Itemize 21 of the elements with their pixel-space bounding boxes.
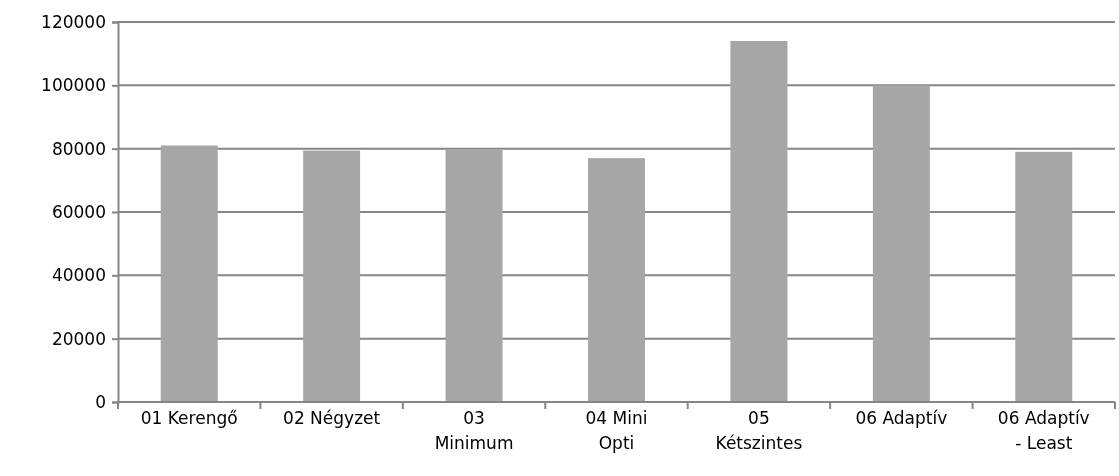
y-tick-label: 20000 (51, 328, 106, 349)
bar (445, 149, 503, 402)
bar (1015, 151, 1073, 402)
x-tick-label: 05 Kétszintes (715, 408, 803, 453)
bar (872, 85, 930, 402)
bar (730, 41, 788, 402)
x-tick-label: 04 Mini Opti (585, 408, 648, 453)
x-tick-label: 02 Négyzet (283, 408, 381, 428)
bar (160, 145, 218, 402)
y-tick-label: 40000 (51, 265, 106, 286)
y-tick-label: 60000 (51, 201, 106, 222)
bar (588, 158, 645, 402)
bar (303, 150, 361, 402)
x-tick-label: 06 Adaptív - Least (997, 408, 1090, 453)
x-tick-label: 03 Minimum (434, 408, 514, 453)
y-tick-label: 120000 (41, 11, 106, 32)
x-tick-label: 06 Adaptív (855, 408, 948, 428)
y-tick-label: 80000 (51, 138, 106, 159)
x-tick-label: 01 Kerengő (140, 408, 238, 428)
y-tick-label: 100000 (41, 75, 106, 96)
y-tick-label: 0 (95, 391, 106, 412)
